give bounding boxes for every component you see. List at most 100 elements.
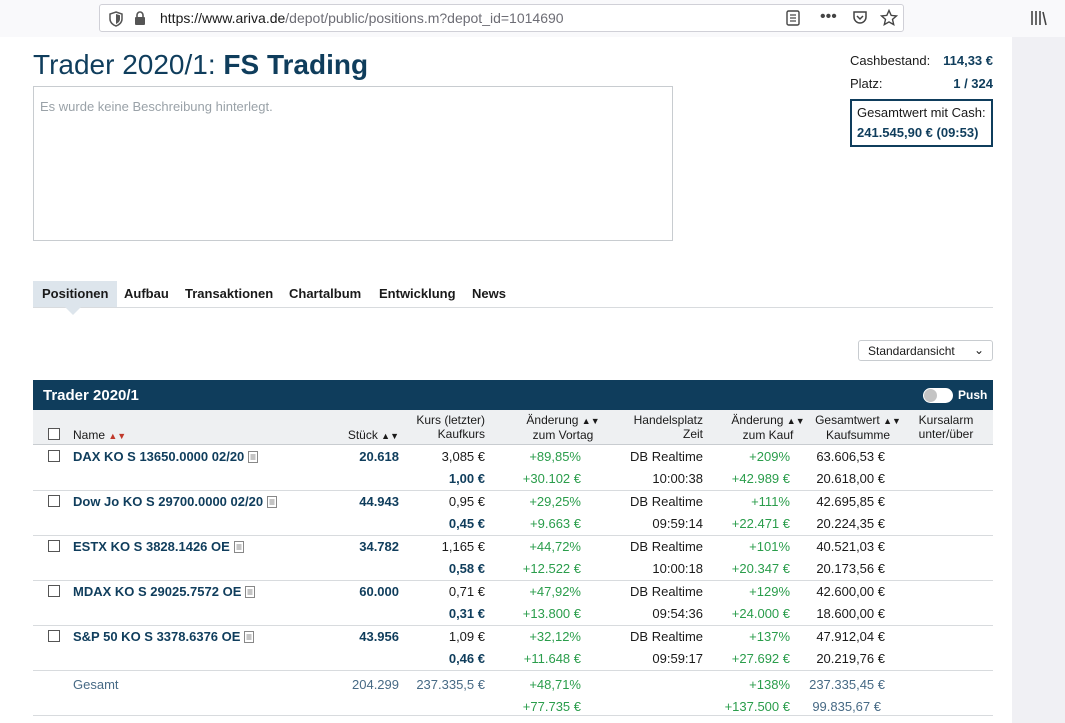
sort-icon: ▲▼ <box>786 416 805 426</box>
position-vortag-abs: +11.648 € <box>503 651 581 666</box>
total-vortag-abs: +77.735 € <box>522 699 581 714</box>
position-handelsplatz: DB Realtime <box>613 494 703 509</box>
total-vortag-pct: +48,71% <box>529 677 581 692</box>
position-kaufsumme-text: 20.618,00 € <box>816 471 885 486</box>
position-kaufsumme-text: 20.224,35 € <box>816 516 885 531</box>
col-handelsplatz: Handelsplatz Zeit <box>613 413 703 441</box>
position-name-link-text[interactable]: S&P 50 KO S 3378.6376 OE <box>73 629 241 644</box>
position-kauf-pct: +129% <box>713 584 790 599</box>
push-label: Push <box>958 388 988 402</box>
position-name-link-text[interactable]: ESTX KO S 3828.1426 OE <box>73 539 230 554</box>
position-name-link[interactable]: S&P 50 KO S 3378.6376 OE <box>73 629 255 646</box>
position-name-link[interactable]: MDAX KO S 29025.7572 OE <box>73 584 256 601</box>
tab-entwicklung[interactable]: Entwicklung <box>379 286 456 301</box>
position-name-link-text[interactable]: Dow Jo KO S 29700.0000 02/20 <box>73 494 264 509</box>
row-checkbox[interactable] <box>48 450 60 462</box>
position-handelsplatz-text: DB Realtime <box>630 584 703 599</box>
total-gesamtwert: 237.335,45 € <box>809 677 885 692</box>
position-stueck-text: 44.943 <box>359 494 399 509</box>
push-toggle[interactable] <box>923 388 953 403</box>
url-text[interactable]: https://www.ariva.de/depot/public/positi… <box>160 10 564 26</box>
total-stueck: 204.299 <box>352 677 399 692</box>
document-icon[interactable] <box>233 541 244 556</box>
position-kaufkurs: 0,45 € <box>393 516 485 531</box>
position-gesamtwert: 63.606,53 € <box>803 449 885 464</box>
rank-value: 1 / 324 <box>953 76 993 91</box>
row-checkbox[interactable] <box>48 630 60 642</box>
total-value-label: Gesamtwert mit Cash: <box>857 105 986 120</box>
position-kaufsumme-text: 20.173,56 € <box>816 561 885 576</box>
row-checkbox[interactable] <box>48 585 60 597</box>
sort-icon: ▲▼ <box>381 431 399 441</box>
depot-title-name: FS Trading <box>223 49 369 80</box>
select-all-checkbox[interactable] <box>48 428 60 440</box>
position-name-link[interactable]: Dow Jo KO S 29700.0000 02/20 <box>73 494 278 511</box>
position-zeit: 09:59:14 <box>613 516 703 531</box>
document-icon[interactable] <box>245 586 256 601</box>
library-icon[interactable] <box>1030 10 1048 31</box>
position-name-link-text[interactable]: MDAX KO S 29025.7572 OE <box>73 584 242 599</box>
position-kauf-pct: +209% <box>713 449 790 464</box>
position-gesamtwert-text: 42.695,85 € <box>816 494 885 509</box>
col-aend-label: Änderung <box>526 413 579 427</box>
more-actions-icon[interactable]: ••• <box>820 8 837 25</box>
position-gesamtwert-text: 63.606,53 € <box>816 449 885 464</box>
tab-aufbau[interactable]: Aufbau <box>124 286 169 301</box>
row-checkbox[interactable] <box>48 540 60 552</box>
position-vortag-abs-text: +30.102 € <box>522 471 581 486</box>
reader-view-icon[interactable] <box>786 10 800 31</box>
position-zeit-text: 09:54:36 <box>652 606 703 621</box>
tab-chartalbum[interactable]: Chartalbum <box>289 286 362 301</box>
position-gesamtwert: 40.521,03 € <box>803 539 885 554</box>
position-kaufkurs: 0,31 € <box>393 606 485 621</box>
view-select[interactable]: Standardansicht ⌄ <box>858 340 993 361</box>
position-kaufkurs-text: 0,45 € <box>448 516 485 531</box>
position-name-link[interactable]: DAX KO S 13650.0000 02/20 <box>73 449 259 466</box>
tab-positionen[interactable]: Positionen <box>33 281 118 315</box>
position-stueck: 44.943 <box>333 494 399 509</box>
total-kauf-abs: +137.500 € <box>724 699 790 714</box>
position-gesamtwert: 42.600,00 € <box>803 584 885 599</box>
browser-toolbar: https://www.ariva.de/depot/public/positi… <box>0 0 1065 37</box>
pocket-icon[interactable] <box>852 10 868 31</box>
col-name[interactable]: Name ▲▼ <box>73 428 126 443</box>
bookmark-star-icon[interactable] <box>879 8 899 32</box>
description-text: Es wurde keine Beschreibung hinterlegt. <box>40 99 273 114</box>
position-handelsplatz-text: DB Realtime <box>630 449 703 464</box>
position-name-link[interactable]: ESTX KO S 3828.1426 OE <box>73 539 244 556</box>
position-kaufkurs-text: 1,00 € <box>448 471 485 486</box>
position-vortag-abs-text: +11.648 € <box>523 651 581 666</box>
table-header-bar: Trader 2020/1 Push <box>33 380 993 410</box>
position-kauf-abs: +42.989 € <box>693 471 790 486</box>
position-kaufkurs: 0,58 € <box>393 561 485 576</box>
total-value: 241.545,90 € (09:53) <box>857 125 979 140</box>
depot-title-prefix: Trader 2020/1: <box>33 49 216 80</box>
row-checkbox[interactable] <box>48 495 60 507</box>
tab-news[interactable]: News <box>472 286 506 301</box>
col-kursalarm: Kursalarm unter/über <box>901 413 991 441</box>
document-icon[interactable] <box>248 451 259 466</box>
position-vortag-abs: +12.522 € <box>503 561 581 576</box>
position-kaufsumme: 20.224,35 € <box>803 516 885 531</box>
position-kauf-abs-text: +20.347 € <box>731 561 790 576</box>
document-icon[interactable] <box>267 496 278 511</box>
position-vortag-abs-text: +13.800 € <box>522 606 581 621</box>
position-vortag-pct-text: +32,12% <box>529 629 581 644</box>
sort-icon: ▲▼ <box>883 416 901 426</box>
table-column-headers: Name ▲▼ Stück ▲▼ Kurs (letzter) Kaufkurs … <box>33 410 993 445</box>
tab-transaktionen[interactable]: Transaktionen <box>185 286 274 301</box>
position-kurs-text: 0,71 € <box>448 584 485 599</box>
col-aenderung-vortag[interactable]: Änderung ▲▼ zum Vortag <box>503 413 623 442</box>
tracking-shield-icon[interactable] <box>109 11 123 32</box>
col-aenderung-kauf[interactable]: Änderung ▲▼ zum Kauf <box>713 413 823 442</box>
col-stueck[interactable]: Stück ▲▼ <box>333 428 399 443</box>
position-kauf-pct-text: +101% <box>749 539 790 554</box>
address-bar[interactable]: https://www.ariva.de/depot/public/positi… <box>99 4 904 32</box>
lock-icon[interactable] <box>134 11 146 31</box>
position-name-link-text[interactable]: DAX KO S 13650.0000 02/20 <box>73 449 245 464</box>
position-zeit-text: 09:59:14 <box>652 516 703 531</box>
position-kurs-text: 3,085 € <box>441 449 485 464</box>
position-handelsplatz-text: DB Realtime <box>630 494 703 509</box>
document-icon[interactable] <box>244 631 255 646</box>
col-gesamtwert[interactable]: Gesamtwert ▲▼ Kaufsumme <box>803 413 913 442</box>
